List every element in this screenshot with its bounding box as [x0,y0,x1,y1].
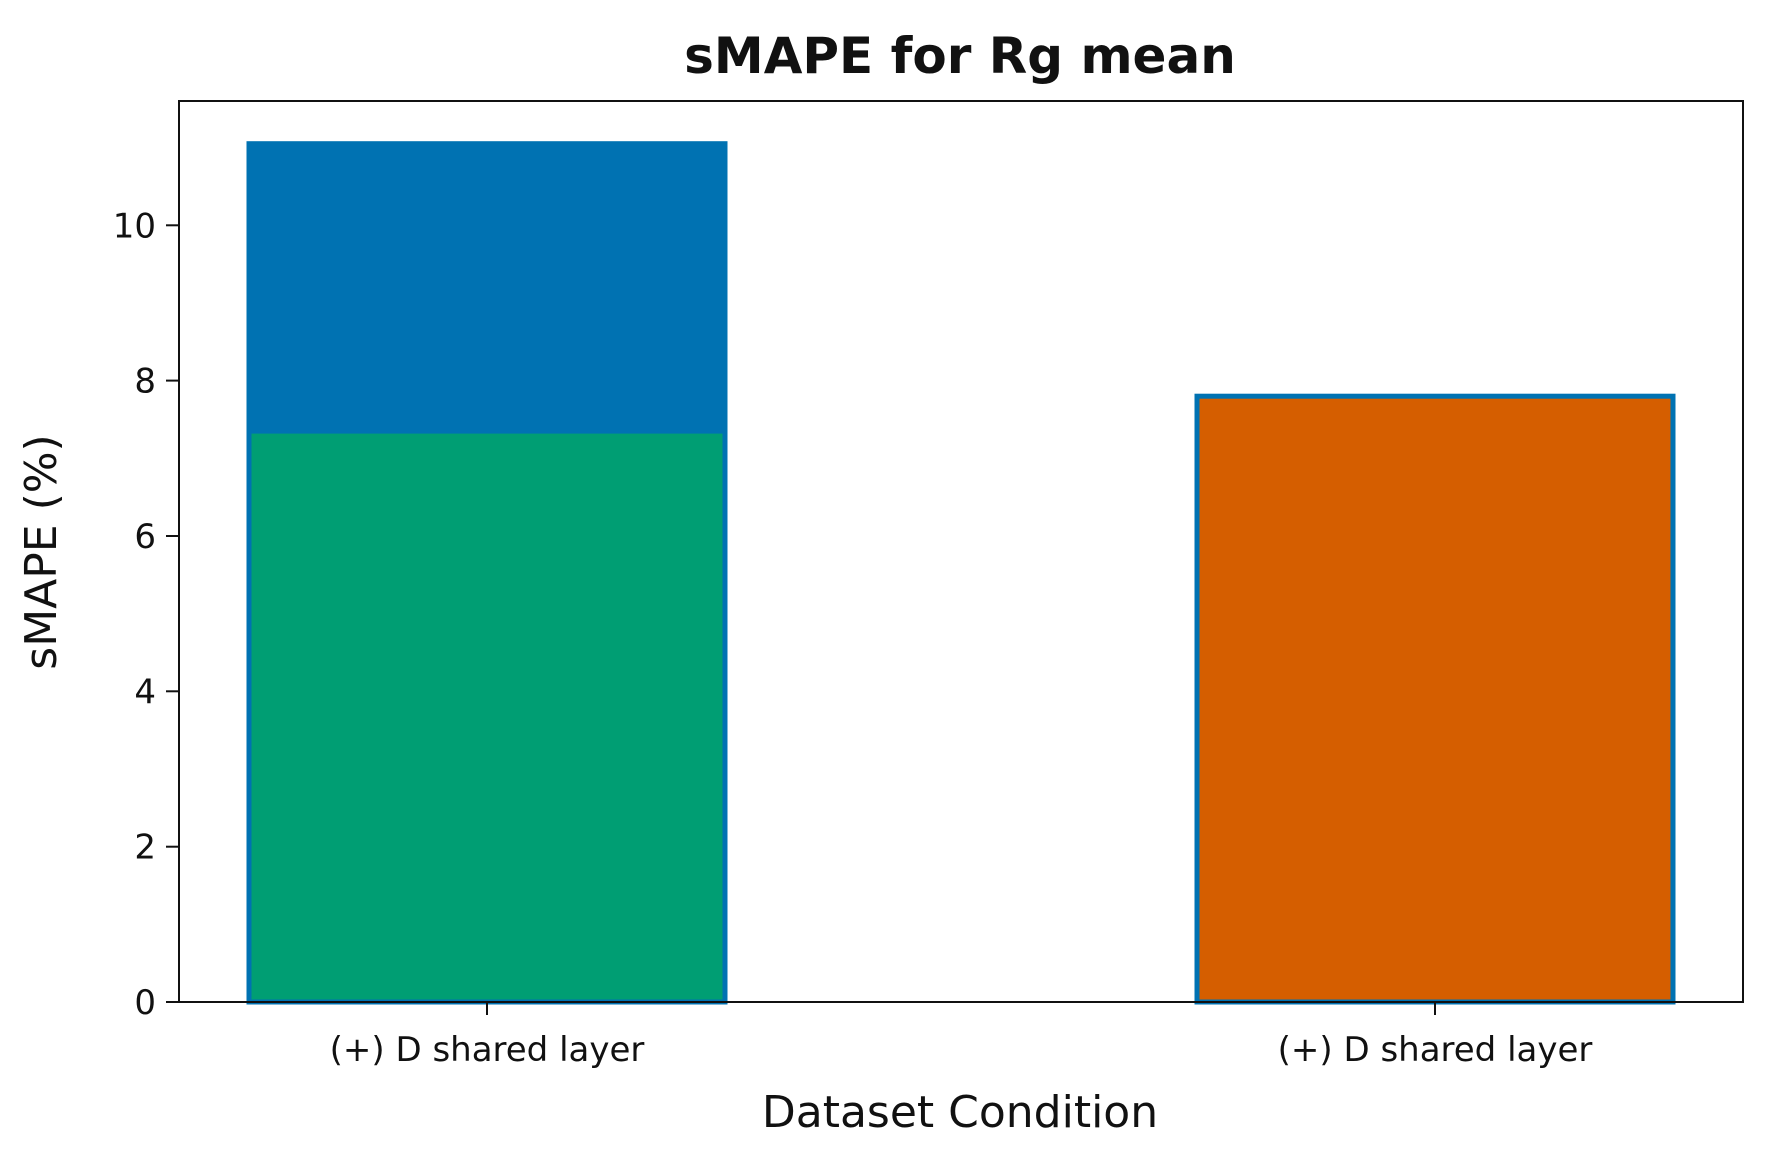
x-axis-label: Dataset Condition [762,1087,1158,1138]
y-tick-label-4: 8 [134,362,156,402]
plot-frame [178,100,1744,1003]
x-tick-label-0: (+) D shared layer [330,1030,645,1070]
y-tick-label-5: 10 [113,206,156,246]
chart-title: sMAPE for Rg mean [684,27,1236,85]
y-tick-label-1: 2 [134,828,156,868]
plot-area: 0 2 4 6 8 10 (+) D shared layer (+) D shared la… [113,100,1744,1070]
y-axis-label: sMAPE (%) [16,434,67,669]
y-tick-label-3: 6 [134,517,156,557]
y-tick-label-0: 0 [134,983,156,1023]
bar-3 [1194,393,1676,1005]
y-tick-label-2: 4 [134,672,156,712]
bar-2 [246,428,728,1005]
x-tick-label-1: (+) D shared layer [1278,1030,1593,1070]
